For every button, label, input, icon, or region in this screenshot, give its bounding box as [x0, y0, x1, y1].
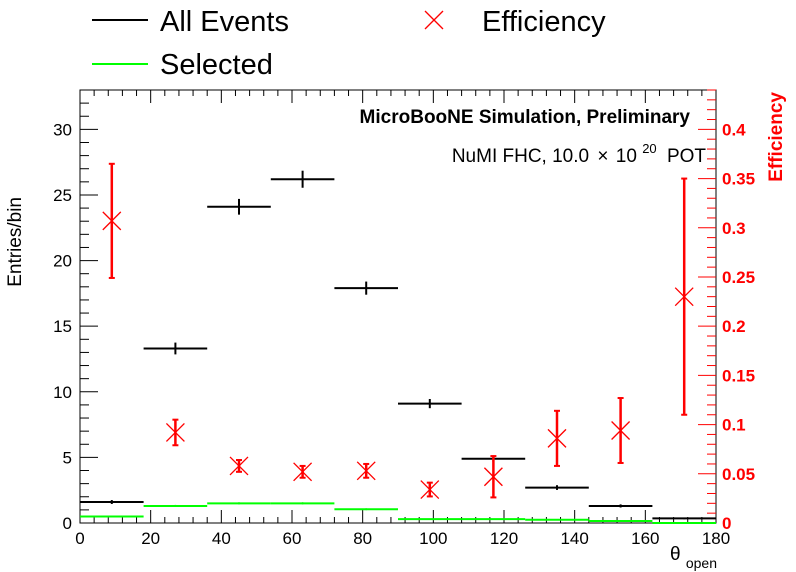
- efficiency-marker: [293, 462, 313, 482]
- y-left-tick-label: 25: [53, 186, 72, 205]
- x-tick-label: 180: [702, 529, 730, 548]
- x-tick-label: 0: [75, 529, 84, 548]
- chart-subtitle: NuMI FHC, 10.0 × 10 20 POT: [452, 137, 707, 167]
- subtitle-base: 10: [616, 146, 637, 167]
- y-left-tick-label: 10: [53, 383, 72, 402]
- y-right-tick-label: 0.15: [722, 366, 755, 385]
- right-y-axis-title: Efficiency: [766, 92, 787, 182]
- y-right-tick-label: 0.05: [722, 465, 755, 484]
- y-left-tick-label: 30: [53, 120, 72, 139]
- efficiency-marker: [547, 428, 567, 448]
- efficiency-marker: [229, 456, 249, 476]
- x-tick-label: 100: [419, 529, 447, 548]
- legend-efficiency-label: Efficiency: [482, 6, 606, 38]
- x-tick-label: 160: [631, 529, 659, 548]
- efficiency-marker: [674, 287, 694, 307]
- all-events-series: [80, 170, 716, 520]
- subtitle-prefix: NuMI FHC, 10.0: [452, 146, 589, 167]
- x-axis-title-sub: open: [686, 555, 717, 571]
- x-tick-label: 80: [353, 529, 372, 548]
- subtitle-exp: 20: [642, 141, 656, 156]
- efficiency-marker: [356, 461, 376, 481]
- right-y-axis: 0 0.05 0.1 0.15 0.2 0.25 0.3 0.35 0.4: [698, 89, 755, 533]
- x-tick-label: 40: [212, 529, 231, 548]
- efficiency-marker: [483, 467, 503, 487]
- y-left-tick-label: 20: [53, 252, 72, 271]
- legend-selected-label: Selected: [160, 49, 273, 81]
- efficiency-marker: [611, 421, 631, 440]
- x-tick-label: 140: [560, 529, 588, 548]
- chart-title: MicroBooNE Simulation, Preliminary: [360, 107, 691, 128]
- y-right-tick-label: 0.25: [722, 268, 755, 287]
- subtitle-times: ×: [597, 146, 608, 167]
- y-right-tick-label: 0: [722, 514, 731, 533]
- left-y-axis: 0 5 10 15 20 25 30: [53, 89, 98, 533]
- legend-all-events-label: All Events: [160, 6, 289, 38]
- y-right-tick-label: 0.3: [722, 219, 746, 238]
- y-right-tick-label: 0.4: [722, 120, 746, 139]
- left-y-axis-title: Entries/bin: [5, 197, 26, 287]
- y-left-tick-label: 15: [53, 317, 72, 336]
- selected-series: [80, 502, 716, 524]
- efficiency-marker: [165, 423, 185, 442]
- efficiency-series: [102, 162, 694, 500]
- x-axis: 0 20 40 60 80 100 120 140 160 180: [75, 90, 730, 548]
- efficiency-marker: [420, 480, 440, 500]
- efficiency-marker: [102, 211, 122, 231]
- x-tick-label: 20: [141, 529, 160, 548]
- x-axis-title-main: θ: [670, 544, 681, 565]
- y-left-tick-label: 0: [63, 514, 72, 533]
- y-right-tick-label: 0.35: [722, 170, 755, 189]
- y-right-tick-label: 0.1: [722, 416, 746, 435]
- x-tick-label: 120: [490, 529, 518, 548]
- x-tick-label: 60: [283, 529, 302, 548]
- subtitle-suffix: POT: [667, 146, 706, 167]
- legend: All Events Selected Efficiency: [92, 6, 606, 81]
- legend-efficiency-marker: [424, 10, 444, 30]
- y-left-tick-label: 5: [63, 448, 72, 467]
- y-right-tick-label: 0.2: [722, 317, 746, 336]
- x-axis-title: θ open: [670, 544, 717, 571]
